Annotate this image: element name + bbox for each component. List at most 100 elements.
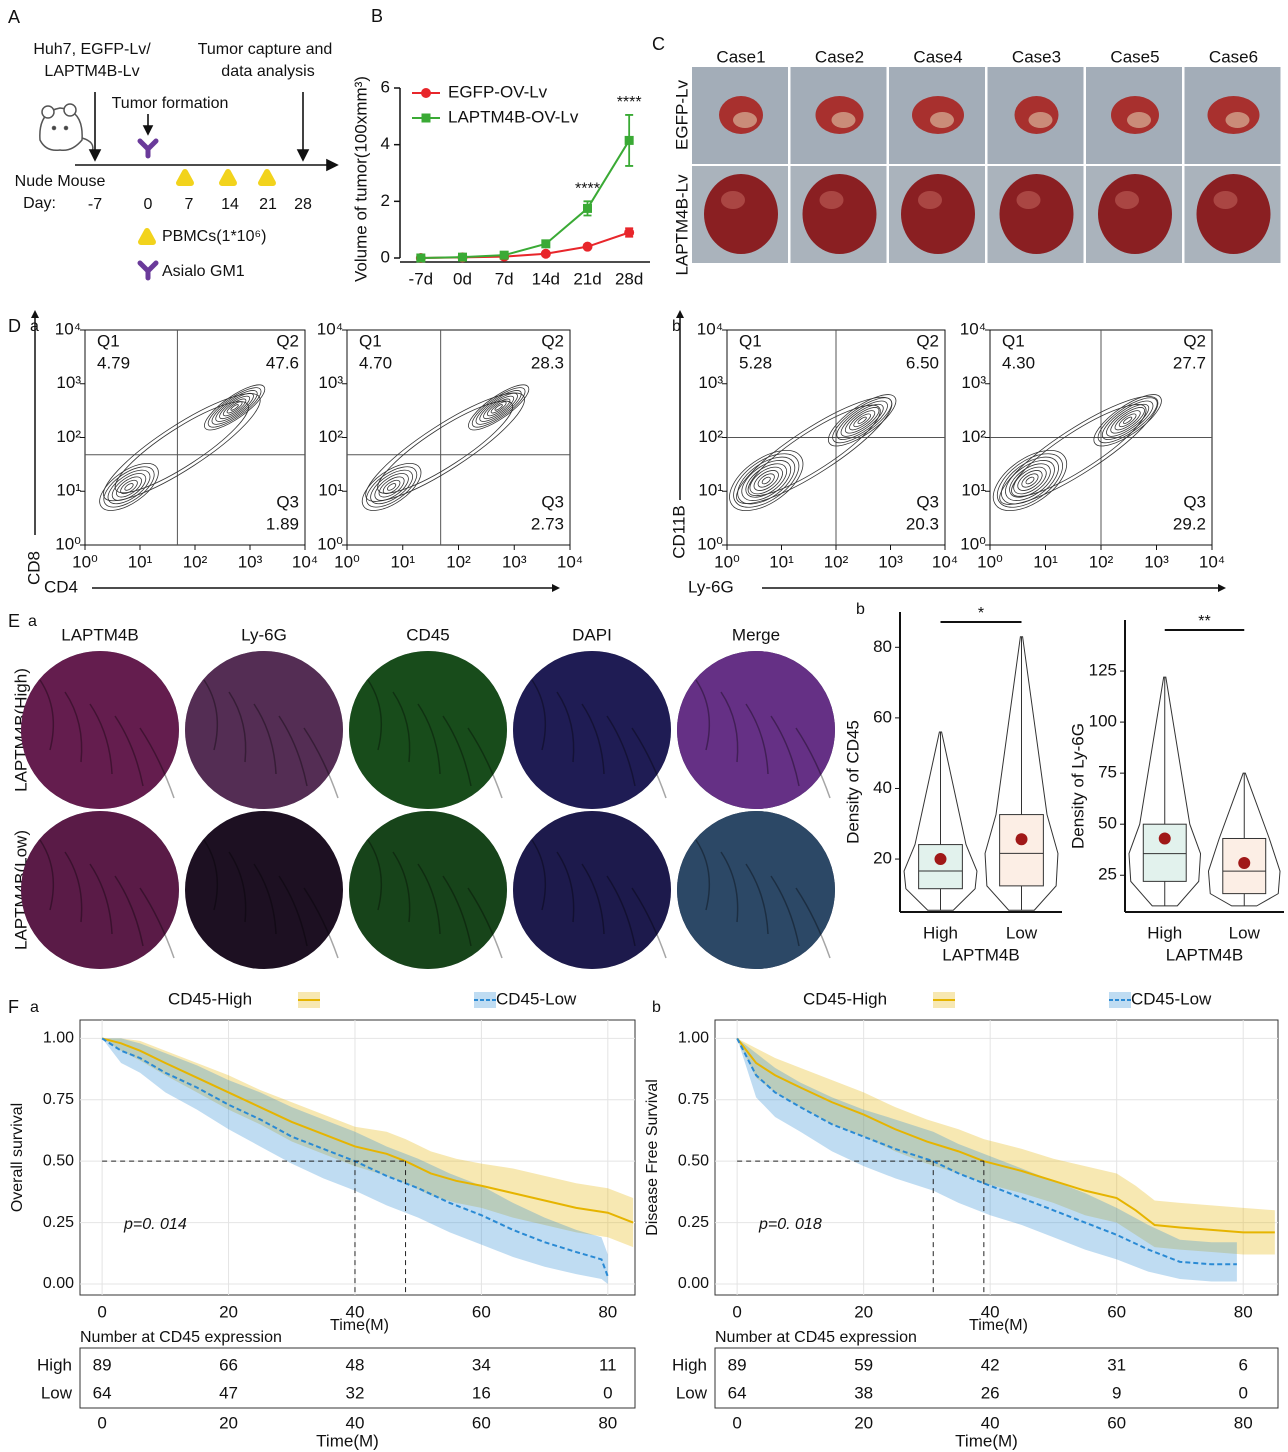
- contour: [366, 466, 418, 508]
- contour: [832, 397, 893, 444]
- contour: [377, 400, 514, 494]
- y-tick-label: 0.50: [43, 1152, 74, 1169]
- quadrant-name: Q1: [97, 331, 120, 350]
- contour: [1101, 400, 1154, 440]
- contour: [226, 401, 243, 414]
- x-tick-label: 10³: [878, 552, 903, 571]
- x-tick-label: 80: [598, 1413, 617, 1432]
- subpanel-label: b: [652, 999, 661, 1016]
- y-tick-label: 10³: [698, 373, 723, 392]
- contour: [1097, 397, 1158, 444]
- risk-row-label: Low: [676, 1383, 708, 1402]
- y-axis-label: CD8: [24, 551, 43, 585]
- marker: [499, 250, 509, 260]
- panel-a: A Huh7, EGFP-Lv/ LAPTM4B-Lv Tumor captur…: [8, 7, 339, 281]
- risk-count: 0: [1238, 1383, 1247, 1402]
- y-tick-label: 1.00: [678, 1030, 709, 1047]
- pbmc-icon: [138, 169, 276, 245]
- channel-label: DAPI: [572, 625, 612, 644]
- marker: [582, 241, 593, 252]
- image-overlay: [185, 811, 343, 969]
- risk-count: 0: [603, 1383, 612, 1402]
- image: [21, 651, 179, 809]
- texture: [392, 691, 411, 763]
- violin: [1128, 676, 1202, 907]
- y-axis-label: Density of CD45: [843, 720, 862, 844]
- contour: [99, 463, 159, 511]
- y-tick-label: 50: [1098, 814, 1117, 833]
- y-tick-label: 25: [1098, 865, 1117, 884]
- texture: [253, 863, 277, 935]
- x-tick-label: Low: [1006, 923, 1038, 942]
- contour: [124, 483, 134, 491]
- quadrant-value: 5.28: [739, 353, 772, 372]
- contour: [736, 396, 893, 504]
- tumor: [704, 174, 778, 254]
- mean: [1238, 856, 1251, 869]
- y-tick-label: 10²: [961, 427, 986, 446]
- y-tick-label: 75: [1098, 763, 1117, 782]
- x-tick-label: High: [923, 923, 958, 942]
- risk-row-label: High: [672, 1355, 707, 1374]
- legend-label: CD45-High: [803, 989, 887, 1008]
- panel-label: D: [8, 316, 21, 336]
- contour: [844, 407, 880, 434]
- panel-c: C EGFP-Lv LAPTM4B-Lv: [652, 34, 691, 276]
- tumor-highlight: [918, 191, 942, 209]
- risk-count: 34: [472, 1355, 491, 1374]
- significance: ****: [575, 181, 600, 198]
- risk-count: 89: [728, 1355, 747, 1374]
- y-tick-label: 20: [873, 849, 892, 868]
- image-overlay: [513, 811, 671, 969]
- risk-count: 47: [219, 1383, 238, 1402]
- texture: [303, 727, 339, 799]
- series-line: [420, 231, 630, 259]
- y-tick-label: 0.75: [678, 1091, 709, 1108]
- day: 0: [144, 196, 153, 213]
- image-overlay: [677, 811, 835, 969]
- y-tick-label: 0.25: [43, 1214, 74, 1231]
- x-tick-label: 10³: [1144, 552, 1169, 571]
- channel-label: CD45: [406, 625, 449, 644]
- tumor: [901, 174, 975, 254]
- texture: [203, 839, 219, 911]
- quadrant-name: Q1: [1002, 331, 1025, 350]
- injection-text: LAPTM4B-Lv: [44, 63, 139, 80]
- quadrant-value: 47.6: [266, 353, 299, 372]
- y-tick-label: 0.50: [678, 1152, 709, 1169]
- risk-row-label: Low: [41, 1383, 73, 1402]
- quadrant-name: Q1: [739, 331, 762, 350]
- image-overlay: [349, 811, 507, 969]
- texture: [467, 887, 503, 959]
- day: 7: [185, 196, 194, 213]
- y-tick-label: 0.25: [678, 1214, 709, 1231]
- row-label: LAPTM4B-Lv: [672, 174, 691, 276]
- y-tick-label: 10²: [698, 427, 723, 446]
- significance: **: [1198, 613, 1210, 630]
- image-overlay: [677, 651, 835, 809]
- marker: [624, 135, 634, 145]
- tumor: [802, 174, 877, 254]
- y-axis-label: Volume of tumor(100xmm³): [351, 76, 370, 282]
- texture: [89, 863, 113, 935]
- marker: [541, 239, 551, 249]
- y-tick-label: 10⁰: [697, 534, 723, 553]
- y-axis-label: Disease Free Survival: [644, 1079, 661, 1236]
- x-tick-label: 10⁰: [714, 552, 740, 571]
- day-label: Day:: [23, 195, 56, 212]
- risk-count: 59: [854, 1355, 873, 1374]
- texture: [631, 727, 667, 799]
- endpoint-text: data analysis: [221, 63, 314, 80]
- y-tick-label: 1.00: [43, 1030, 74, 1047]
- contour: [471, 387, 526, 428]
- quadrant-name: Q2: [916, 331, 939, 350]
- tumor: [999, 174, 1074, 254]
- x-tick-label: 10¹: [769, 552, 794, 571]
- legend-text: Asialo GM1: [162, 263, 245, 280]
- y-tick-label: 10⁰: [960, 534, 986, 553]
- contour: [853, 413, 871, 428]
- row-label: LAPTM4B(Low): [11, 830, 30, 950]
- image-overlay: [513, 651, 671, 809]
- tumor-highlight: [721, 191, 745, 209]
- mean: [1158, 832, 1171, 845]
